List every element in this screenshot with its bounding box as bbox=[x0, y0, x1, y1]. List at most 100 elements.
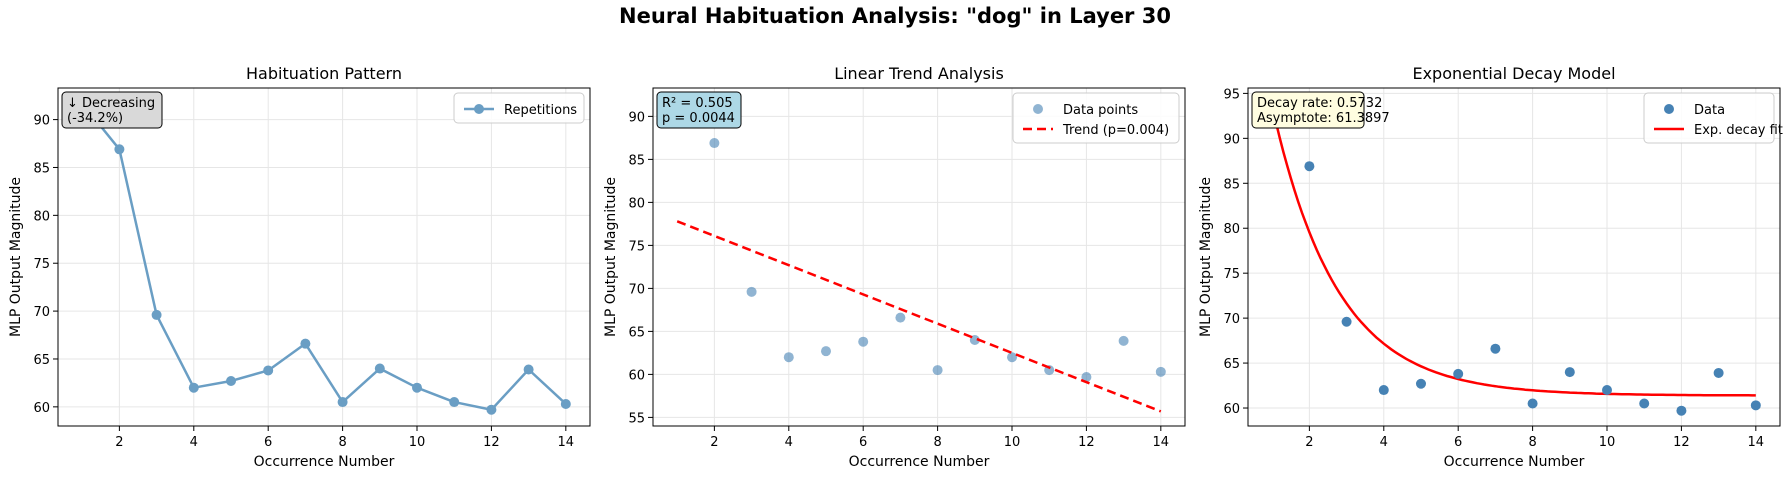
annotation-text: Decay rate: 0.5732 bbox=[1257, 96, 1382, 111]
legend-marker bbox=[1664, 104, 1674, 114]
x-tick-label: 12 bbox=[1673, 435, 1690, 450]
annotation-box: ↓ Decreasing(-34.2%) bbox=[61, 91, 163, 129]
habituation-panel: 2 4 6 8 10 12 14 60 65 70 75 80 85 90 Occurrence Numbe… bbox=[8, 64, 591, 470]
x-tick-label: 14 bbox=[1748, 435, 1765, 450]
annotation-text: Asymptote: 61.3897 bbox=[1257, 111, 1390, 126]
linear-trend-plot-area bbox=[672, 96, 1166, 413]
x-tick-label: 10 bbox=[409, 435, 426, 450]
y-tick-label: 80 bbox=[1223, 222, 1240, 237]
x-tick-label: 12 bbox=[483, 435, 500, 450]
y-tick-label: 60 bbox=[628, 368, 645, 383]
data-point bbox=[449, 397, 460, 408]
y-axis-label: MLP Output Magnitude bbox=[8, 177, 24, 337]
y-axis-label: MLP Output Magnitude bbox=[1198, 177, 1214, 337]
y-axis-label: MLP Output Magnitude bbox=[603, 177, 619, 337]
y-tick-label: 75 bbox=[628, 239, 645, 254]
data-point bbox=[1378, 385, 1389, 396]
y-tick-label: 75 bbox=[33, 257, 50, 272]
data-point bbox=[225, 375, 236, 386]
y-tick-label: 90 bbox=[33, 114, 50, 129]
data-point bbox=[1118, 335, 1129, 346]
y-tick-label: 85 bbox=[628, 153, 645, 168]
y-tick-label: 70 bbox=[33, 305, 50, 320]
data-point bbox=[486, 404, 497, 415]
data-point bbox=[858, 336, 869, 347]
y-tick-label: 65 bbox=[1223, 357, 1240, 372]
data-point bbox=[1007, 352, 1018, 363]
data-point bbox=[820, 346, 831, 357]
legend-label: Data bbox=[1694, 103, 1725, 118]
y-tick-label: 80 bbox=[628, 196, 645, 211]
data-point bbox=[932, 365, 943, 376]
axes-frame bbox=[1247, 87, 1781, 427]
x-tick-label: 4 bbox=[1380, 435, 1388, 450]
y-tick-label: 90 bbox=[628, 110, 645, 125]
x-tick-label: 10 bbox=[1004, 435, 1021, 450]
data-point bbox=[969, 334, 980, 345]
series-line-repetitions bbox=[81, 102, 567, 411]
x-tick-label: 6 bbox=[859, 435, 867, 450]
y-tick-label: 60 bbox=[33, 401, 50, 416]
y-tick-label: 60 bbox=[1223, 402, 1240, 417]
y-tick-label: 55 bbox=[628, 411, 645, 426]
chart-title: Habituation Pattern bbox=[246, 64, 402, 83]
legend-frame bbox=[1643, 92, 1775, 144]
data-point bbox=[114, 144, 125, 155]
figure-title: Neural Habituation Analysis: "dog" in La… bbox=[619, 4, 1171, 28]
chart-title: Linear Trend Analysis bbox=[834, 64, 1004, 83]
data-point bbox=[1155, 366, 1166, 377]
habituation-plot-area bbox=[77, 98, 571, 415]
x-tick-label: 4 bbox=[785, 435, 793, 450]
annotation-background bbox=[656, 91, 742, 129]
data-point bbox=[1453, 368, 1464, 379]
data-point bbox=[1341, 316, 1352, 327]
x-tick-label: 2 bbox=[1305, 435, 1313, 450]
data-point bbox=[1415, 378, 1426, 389]
x-axis-label: Occurrence Number bbox=[254, 454, 395, 470]
x-tick-label: 14 bbox=[1153, 435, 1170, 450]
data-point bbox=[709, 138, 720, 149]
x-tick-label: 2 bbox=[710, 435, 718, 450]
x-tick-label: 6 bbox=[1454, 435, 1462, 450]
legend: Data Exp. decay fit bbox=[1643, 92, 1783, 144]
data-point bbox=[523, 364, 534, 375]
x-tick-label: 8 bbox=[1528, 435, 1536, 450]
linear-trend-panel: 2 4 6 8 10 12 14 55 60 65 70 75 80 85 90 Occurrence Num… bbox=[603, 64, 1186, 470]
data-point bbox=[746, 286, 757, 297]
annotation-background bbox=[1251, 91, 1365, 129]
x-tick-label: 4 bbox=[190, 435, 198, 450]
data-point bbox=[1750, 400, 1761, 411]
x-axis-label: Occurrence Number bbox=[1444, 454, 1585, 470]
data-point bbox=[783, 352, 794, 363]
chart-title: Exponential Decay Model bbox=[1412, 64, 1615, 83]
data-point bbox=[300, 338, 311, 349]
y-tick-label: 65 bbox=[33, 353, 50, 368]
x-tick-label: 6 bbox=[264, 435, 272, 450]
legend: Repetitions bbox=[453, 92, 585, 124]
x-axis-label: Occurrence Number bbox=[849, 454, 990, 470]
legend-label: Data points bbox=[1063, 103, 1138, 118]
annotation-text: ↓ Decreasing bbox=[67, 96, 155, 111]
data-point bbox=[1304, 161, 1315, 172]
data-point bbox=[188, 382, 199, 393]
legend-frame bbox=[453, 92, 585, 124]
trend-line bbox=[676, 220, 1162, 413]
decay-fit-curve bbox=[1270, 105, 1756, 397]
x-tick-label: 10 bbox=[1599, 435, 1616, 450]
x-tick-label: 8 bbox=[338, 435, 346, 450]
exp-decay-plot-area bbox=[1267, 105, 1761, 416]
y-tick-label: 65 bbox=[628, 325, 645, 340]
data-point bbox=[1081, 371, 1092, 382]
x-tick-label: 2 bbox=[115, 435, 123, 450]
data-point bbox=[1639, 398, 1650, 409]
legend-label: Repetitions bbox=[504, 103, 577, 118]
data-point bbox=[895, 312, 906, 323]
data-point bbox=[1602, 385, 1613, 396]
data-point bbox=[560, 398, 571, 409]
axes-frame bbox=[652, 87, 1186, 427]
y-tick-label: 90 bbox=[1223, 132, 1240, 147]
